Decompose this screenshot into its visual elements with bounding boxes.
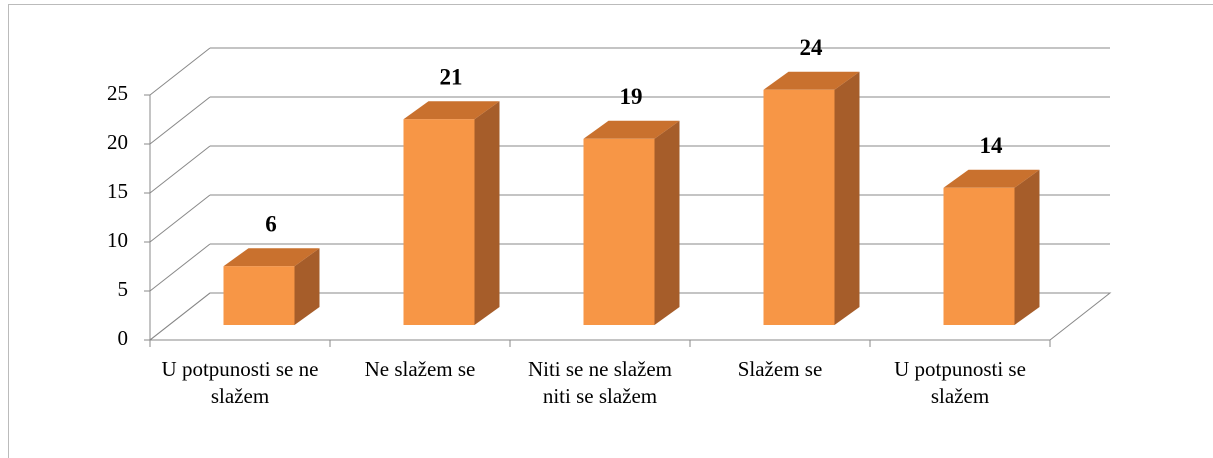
bar [403, 119, 475, 325]
data-label: 6 [265, 211, 277, 236]
y-tick-label: 5 [118, 277, 129, 301]
x-tick-label: Ne slažem se [364, 357, 476, 381]
bar-top [583, 120, 680, 139]
bar-top [943, 169, 1040, 188]
data-label: 19 [620, 84, 643, 109]
x-tick-label: U potpunosti se slažem [894, 357, 1026, 408]
bar [763, 89, 835, 325]
grid-line [149, 194, 211, 243]
grid-line [149, 96, 211, 145]
y-tick-label: 20 [107, 130, 128, 154]
bar-side [474, 101, 500, 325]
x-tick-label: Slažem se [737, 357, 823, 381]
bar [943, 187, 1015, 325]
grid-line [149, 47, 211, 96]
y-tick-label: 10 [107, 228, 128, 252]
y-tick-label: 25 [107, 81, 128, 105]
x-tick-label: Niti se ne slažem niti se slažem [527, 357, 673, 408]
bar-top [763, 71, 860, 90]
bar [583, 138, 655, 325]
bar-top [403, 101, 500, 120]
data-label: 21 [440, 64, 463, 89]
y-tick-label: 0 [118, 326, 129, 350]
data-label: 14 [980, 133, 1004, 158]
chart-border [8, 4, 1213, 458]
x-tick-label: U potpunosti se ne slažem [161, 357, 319, 408]
y-tick-label: 15 [107, 179, 128, 203]
grid-line [149, 145, 211, 194]
bar-top [223, 248, 320, 267]
bar-side [294, 248, 320, 325]
grid-line [149, 243, 211, 292]
grid-line [149, 292, 211, 341]
bar-side [654, 120, 680, 325]
bar-side [1014, 169, 1040, 325]
data-label: 24 [800, 35, 824, 60]
bar [223, 266, 295, 325]
bar-side [834, 71, 860, 325]
